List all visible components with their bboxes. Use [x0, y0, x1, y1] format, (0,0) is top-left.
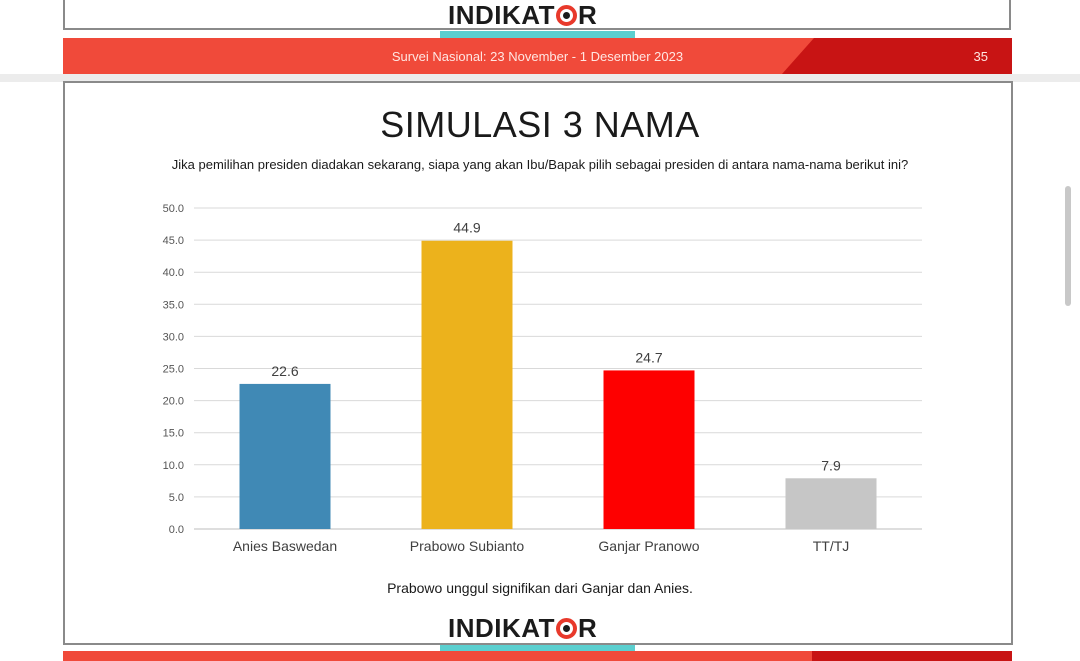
page-separator [0, 74, 1080, 82]
x-category-label: Anies Baswedan [233, 538, 337, 554]
x-category-label: Ganjar Pranowo [598, 538, 699, 554]
chart-y-ticks: 0.0 5.0 10.0 15.0 20.0 25.0 30.0 35.0 40.0 45.0 50… [163, 203, 184, 536]
logo-text-right: R [578, 0, 598, 30]
footer-teal-bar [440, 645, 635, 655]
header-logo: INDIKAT R [448, 2, 597, 28]
footer-logo-text-right: R [578, 613, 598, 643]
footer-logo-text-left: INDIKAT [448, 613, 556, 643]
y-tick-label: 15.0 [163, 428, 184, 440]
bar-value-label: 24.7 [635, 349, 662, 365]
header-band-accent [782, 38, 1012, 74]
bar [603, 370, 695, 529]
bar [239, 383, 331, 529]
y-tick-label: 5.0 [169, 492, 184, 504]
bar-value-label: 7.9 [821, 457, 841, 473]
slide-frame [63, 81, 1013, 645]
bar-value-label: 22.6 [271, 363, 298, 379]
y-tick-label: 10.0 [163, 460, 184, 472]
survey-question: Jika pemilihan presiden diadakan sekaran… [171, 157, 909, 172]
survey-period: Survei Nasional: 23 November - 1 Desembe… [391, 49, 684, 64]
footer-band [63, 651, 1012, 661]
logo-ring-icon [556, 5, 578, 26]
previous-slide-frame [63, 0, 1011, 30]
bar [785, 478, 877, 529]
bar [421, 240, 513, 529]
chart-bars [239, 240, 877, 529]
header-teal-bar [440, 31, 635, 41]
slide-title: SIMULASI 3 NAMA [380, 104, 700, 145]
header-band: Survei Nasional: 23 November - 1 Desembe… [63, 38, 1012, 74]
y-tick-label: 45.0 [163, 235, 184, 247]
y-tick-label: 35.0 [163, 299, 184, 311]
x-category-label: TT/TJ [813, 538, 850, 554]
page-number: 35 [973, 49, 988, 64]
y-tick-label: 30.0 [163, 331, 184, 343]
slide-note: Prabowo unggul signifikan dari Ganjar da… [387, 580, 693, 596]
x-category-label: Prabowo Subianto [410, 538, 525, 554]
footer-band-accent [812, 651, 1012, 661]
chart-x-labels: Anies Baswedan Prabowo Subianto Ganjar Pra… [233, 538, 849, 554]
chart-value-labels: 22.6 44.9 24.7 7.9 [271, 220, 841, 474]
logo-text-left: INDIKAT [448, 0, 556, 30]
y-tick-label: 25.0 [163, 364, 184, 376]
bar-value-label: 44.9 [453, 220, 480, 236]
footer-logo: INDIKAT R [448, 615, 597, 641]
y-tick-label: 50.0 [163, 203, 184, 215]
y-tick-label: 40.0 [163, 267, 184, 279]
y-tick-label: 0.0 [169, 524, 184, 536]
footer-logo-ring-icon [556, 618, 578, 639]
y-tick-label: 20.0 [163, 396, 184, 408]
scrollbar-thumb[interactable] [1065, 186, 1071, 306]
